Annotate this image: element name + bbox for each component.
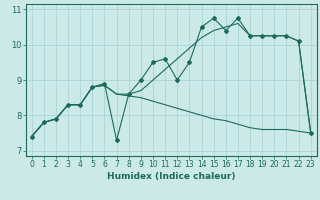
X-axis label: Humidex (Indice chaleur): Humidex (Indice chaleur): [107, 172, 236, 181]
